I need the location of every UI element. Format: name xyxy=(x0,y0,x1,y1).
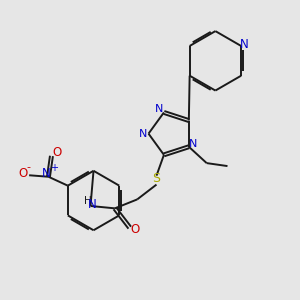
Text: N: N xyxy=(139,129,147,139)
Text: +: + xyxy=(50,164,58,173)
Text: N: N xyxy=(42,167,50,180)
Text: N: N xyxy=(189,140,197,149)
Text: N: N xyxy=(155,104,164,115)
Text: -: - xyxy=(26,162,30,172)
Text: O: O xyxy=(19,167,28,180)
Text: N: N xyxy=(240,38,249,51)
Text: O: O xyxy=(53,146,62,160)
Text: N: N xyxy=(88,198,96,211)
Text: S: S xyxy=(152,172,160,185)
Text: O: O xyxy=(130,223,140,236)
Text: H: H xyxy=(84,196,92,206)
